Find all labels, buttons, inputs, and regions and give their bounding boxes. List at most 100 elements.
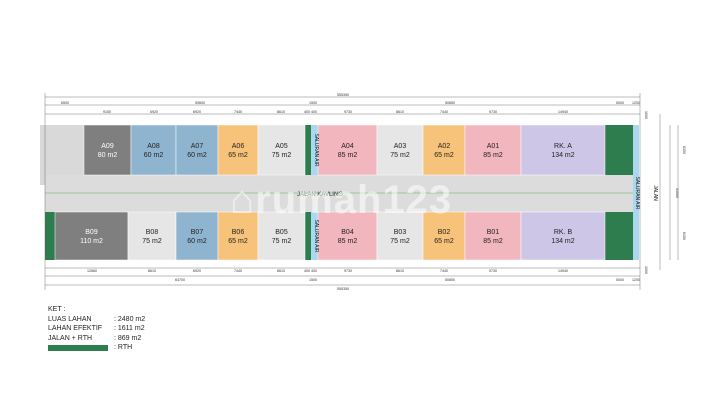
dimension-label: 1200 bbox=[632, 278, 640, 282]
top-lot-a06 bbox=[217, 124, 259, 176]
lot-area-label: 65 m2 bbox=[228, 152, 248, 159]
top-lot-a03 bbox=[376, 124, 424, 176]
dimension-label: 7440 bbox=[234, 110, 242, 114]
dimension-label: 8610 bbox=[396, 110, 404, 114]
legend-value: : 1611 m2 bbox=[114, 325, 145, 332]
dimension-label: 8610 bbox=[277, 269, 285, 273]
bottom-lot-b05 bbox=[257, 211, 306, 261]
bottom-lot-b08 bbox=[127, 211, 177, 261]
top-lot-a08 bbox=[130, 124, 177, 176]
lot-id-label: RK. A bbox=[554, 143, 572, 150]
dimension-label: 9150 bbox=[103, 110, 111, 114]
lot-id-label: B01 bbox=[487, 229, 500, 236]
lot-area-label: 65 m2 bbox=[434, 238, 454, 245]
rth-right-bottom bbox=[605, 212, 633, 260]
site-plan: A09 80 m2 A08 60 m2 A07 60 m2 A06 65 m2 A05 75 m2… bbox=[40, 93, 686, 291]
green-left-bottom bbox=[45, 212, 55, 260]
dimension-label: 8610 bbox=[148, 269, 156, 273]
dimension-label: 8610 bbox=[396, 269, 404, 273]
dimension-label: 6150 bbox=[682, 232, 686, 240]
lot-area-label: 75 m2 bbox=[272, 238, 292, 245]
lot-area-label: 85 m2 bbox=[338, 152, 358, 159]
legend-label: LAHAN EFEKTIF bbox=[48, 325, 103, 332]
dimension-label: 34000 bbox=[675, 188, 679, 198]
lot-id-label: B07 bbox=[191, 229, 204, 236]
dimension-label: 555350 bbox=[337, 93, 349, 97]
lot-area-label: 134 m2 bbox=[551, 152, 574, 159]
lot-id-label: A09 bbox=[101, 143, 114, 150]
dimension-label: 555350 bbox=[337, 287, 349, 291]
lot-id-label: B09 bbox=[85, 229, 98, 236]
top-lot-rka bbox=[520, 124, 606, 176]
top-lot-a01 bbox=[464, 124, 522, 176]
center-channel-bottom bbox=[305, 212, 311, 260]
dimension-label: 12660 bbox=[87, 269, 97, 273]
lot-area-label: 60 m2 bbox=[187, 152, 207, 159]
dimension-label: 14940 bbox=[558, 269, 568, 273]
channel-label-top: SALURAN AIR bbox=[313, 133, 319, 166]
bottom-lot-b07 bbox=[175, 211, 219, 261]
top-lot-a05 bbox=[257, 124, 306, 176]
legend-value: : 2480 m2 bbox=[114, 315, 146, 323]
dimension-label: 6920 bbox=[150, 110, 158, 114]
lot-id-label: A06 bbox=[232, 143, 245, 150]
top-row-lots: A09 80 m2 A08 60 m2 A07 60 m2 A06 65 m2 A05 75 m2… bbox=[83, 124, 606, 176]
dimension-label: 1000 bbox=[644, 111, 648, 119]
dimension-label: 64700 bbox=[175, 278, 185, 282]
dimension-lines bbox=[44, 93, 679, 290]
lot-id-label: B08 bbox=[146, 229, 159, 236]
dimension-label: 400 bbox=[304, 269, 310, 273]
dimension-label: 14940 bbox=[558, 110, 568, 114]
jalan-label: JALAN bbox=[652, 185, 658, 201]
lot-area-label: 60 m2 bbox=[144, 152, 164, 159]
lot-id-label: A03 bbox=[394, 143, 407, 150]
lot-area-label: 65 m2 bbox=[228, 238, 248, 245]
road-label: JALAN KAVLING bbox=[297, 192, 343, 198]
bottom-lot-b02 bbox=[422, 211, 466, 261]
legend-row-rth: : RTH bbox=[48, 343, 145, 353]
dimension-label: 8610 bbox=[277, 110, 285, 114]
road-band bbox=[45, 175, 635, 212]
dimension-label: 9730 bbox=[489, 110, 497, 114]
rth-swatch bbox=[48, 344, 108, 351]
lot-id-label: B02 bbox=[438, 229, 451, 236]
center-channel-top bbox=[305, 125, 311, 175]
lot-id-label: B05 bbox=[275, 229, 288, 236]
legend-label: LUAS LAHAN bbox=[48, 315, 92, 323]
dimension-label: 6920 bbox=[193, 110, 201, 114]
dimension-label: 7440 bbox=[440, 110, 448, 114]
lot-area-label: 60 m2 bbox=[187, 238, 207, 245]
dimension-label: 9730 bbox=[344, 269, 352, 273]
bottom-row-lots: B09 110 m2 B08 75 m2 B07 60 m2 B06 65 m2 B05 75 m… bbox=[54, 211, 606, 261]
top-lot-a07 bbox=[175, 124, 219, 176]
lot-area-label: 75 m2 bbox=[390, 152, 410, 159]
watermark-logo: ⌂rumah123 bbox=[230, 178, 453, 222]
legend-title: KET : bbox=[48, 306, 66, 313]
dimension-label: 50850 bbox=[445, 278, 455, 282]
bottom-lot-rkb bbox=[520, 211, 606, 261]
legend: KET : LUAS LAHAN : 2480 m2 LAHAN EFEKTIF… bbox=[48, 305, 145, 353]
lot-area-label: 75 m2 bbox=[142, 238, 162, 245]
legend-row-luas: LUAS LAHAN : 2480 m2 bbox=[48, 315, 145, 325]
dimension-label: 400 bbox=[311, 269, 317, 273]
dimension-label: 1500 bbox=[309, 101, 317, 105]
lot-id-label: A05 bbox=[275, 143, 288, 150]
center-channel-bottom-blue bbox=[311, 212, 318, 260]
lot-id-label: A08 bbox=[147, 143, 160, 150]
dimension-label: 6500 bbox=[61, 101, 69, 105]
dimension-label: 7440 bbox=[440, 269, 448, 273]
channel-label-bottom: SALURAN AIR bbox=[313, 219, 319, 252]
bottom-lot-b09 bbox=[54, 211, 129, 261]
lot-id-label: A04 bbox=[341, 143, 354, 150]
lot-id-label: B04 bbox=[341, 229, 354, 236]
lot-area-label: 65 m2 bbox=[434, 152, 454, 159]
legend-row-efektif: LAHAN EFEKTIF : 1611 m2 bbox=[48, 324, 145, 334]
legend-value: : RTH bbox=[114, 344, 133, 351]
lot-id-label: A01 bbox=[487, 143, 500, 150]
lot-id-label: A07 bbox=[191, 143, 204, 150]
lot-area-label: 110 m2 bbox=[80, 238, 103, 245]
dimension-label: 5000 bbox=[616, 278, 624, 282]
dimension-label: 59600 bbox=[195, 101, 205, 105]
dimension-label: 9730 bbox=[489, 269, 497, 273]
